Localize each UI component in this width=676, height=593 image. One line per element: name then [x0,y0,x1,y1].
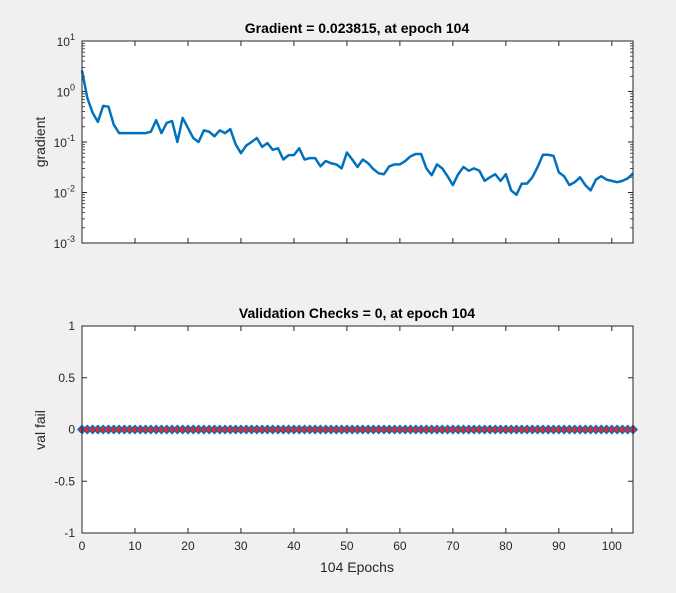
validation-y-tick-label: -1 [64,526,75,540]
validation-x-tick-label: 0 [79,539,86,553]
validation-y-tick-label: 1 [68,319,75,333]
validation-plot-title: Validation Checks = 0, at epoch 104 [239,305,475,321]
gradient-y-tick-label: 10-2 [54,184,75,201]
gradient-y-tick-label: 100 [57,83,75,100]
validation-x-tick-label: 60 [393,539,407,553]
gradient-plot-frame [81,40,634,244]
gradient-plot-title: Gradient = 0.023815, at epoch 104 [245,20,470,36]
validation-x-tick-label: 90 [552,539,566,553]
validation-x-tick-label: 80 [499,539,513,553]
validation-y-tick-label: -0.5 [54,474,75,488]
gradient-y-tick-label: 10-1 [54,133,75,150]
validation-y-tick-label: 0.5 [58,371,75,385]
validation-x-ticks: 0 10 20 30 40 50 60 70 80 90 100 [79,326,622,553]
gradient-y-tick-label: 101 [57,32,75,49]
validation-x-axis-label: 104 Epochs [320,559,394,575]
validation-x-tick-label: 40 [287,539,301,553]
validation-y-tick-label: 0 [68,423,75,437]
validation-x-tick-label: 10 [128,539,142,553]
gradient-y-axis-label: gradient [32,117,48,168]
gradient-series-line [80,70,634,197]
gradient-y-tick-label: 10-3 [54,234,75,251]
validation-x-tick-label: 70 [446,539,460,553]
validation-plot-frame [81,325,634,534]
validation-plot: Validation Checks = 0, at epoch 104 1 0.5… [32,305,639,575]
validation-markers [76,424,639,435]
validation-x-tick-label: 20 [181,539,195,553]
validation-x-tick-label: 50 [340,539,354,553]
gradient-y-ticks: 101 100 10-1 10-2 10-3 [54,32,633,251]
gradient-plot: Gradient = 0.023815, at epoch 104 101 100… [32,20,634,251]
gradient-plot-area [82,41,633,243]
validation-x-tick-label: 100 [602,539,622,553]
validation-y-axis-label: val fail [32,410,48,450]
validation-x-tick-label: 30 [234,539,248,553]
